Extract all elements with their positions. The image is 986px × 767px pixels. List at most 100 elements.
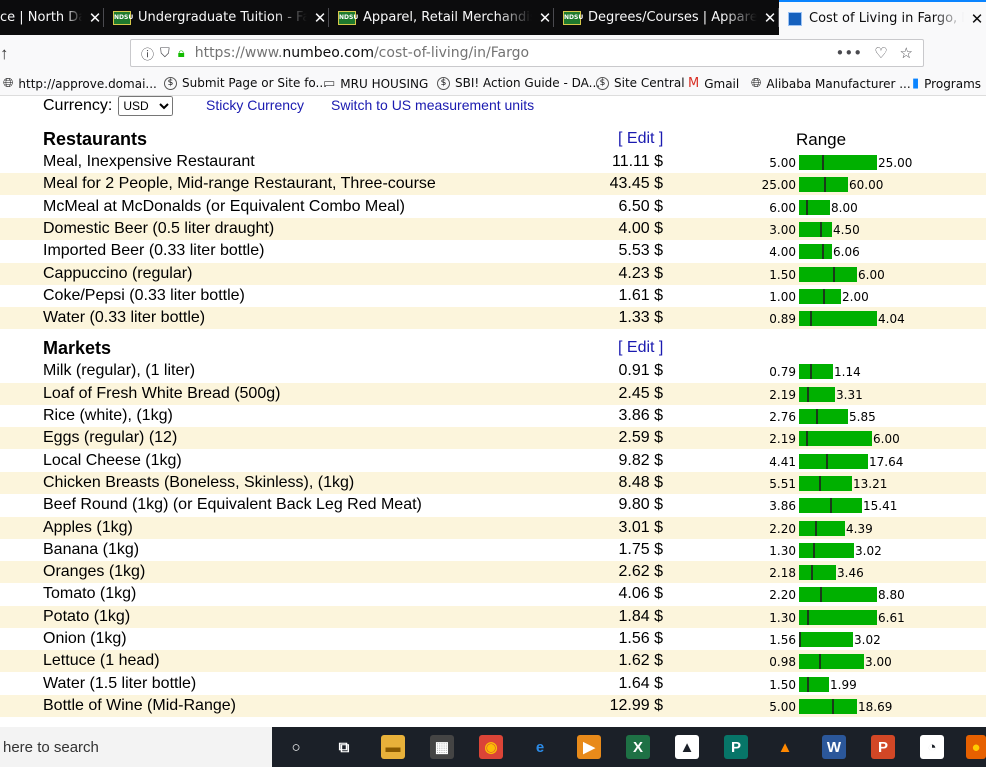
publisher-icon[interactable]: P	[724, 735, 748, 759]
range-low: 1.30	[769, 543, 796, 558]
item-name: Meal for 2 People, Mid-range Restaurant,…	[43, 175, 436, 193]
pocket-icon[interactable]: ♡	[874, 44, 888, 62]
chrome-icon[interactable]: ◉	[479, 735, 503, 759]
item-name: Cappuccino (regular)	[43, 264, 193, 282]
range-high: 3.31	[836, 387, 863, 402]
browser-tab[interactable]: NDSU Apparel, Retail Merchandising ✕	[329, 0, 554, 35]
range-high: 8.80	[878, 588, 905, 603]
photos-icon[interactable]: ▲	[675, 735, 699, 759]
range-bar	[799, 698, 857, 714]
tracking-shield-icon[interactable]: ⛉	[160, 45, 170, 61]
item-price: 43.45 $	[609, 175, 663, 193]
bookmark-item[interactable]: $ SBI! Action Guide - DA...	[437, 76, 600, 90]
item-price: 4.23 $	[618, 264, 663, 282]
browser-tab[interactable]: Cost of Living in Fargo, North D ✕	[779, 0, 986, 35]
range-high: 6.00	[858, 267, 885, 282]
edit-link[interactable]: [ Edit ]	[618, 339, 664, 357]
edge-icon[interactable]: e	[535, 738, 545, 756]
range-average-marker	[830, 498, 832, 514]
edit-link[interactable]: [ Edit ]	[618, 130, 664, 147]
range-average-marker	[820, 221, 822, 237]
range-low: 1.50	[769, 677, 796, 692]
bookmark-label: Programs	[924, 76, 982, 91]
table-row: Meal for 2 People, Mid-range Restaurant,…	[0, 173, 986, 196]
browser-tab[interactable]: NDSU Degrees/Courses | Apparel, Me ✕	[554, 0, 779, 35]
item-name: Loaf of Fresh White Bread (500g)	[43, 384, 281, 402]
bookmark-item[interactable]: ▭ MRU HOUSING	[323, 76, 428, 91]
range-high: 2.00	[842, 289, 869, 304]
page-actions-icon[interactable]: •••	[835, 44, 863, 62]
navigation-bar: ↑ ⓘ ⛉ 🔒︎ https://www.numbeo.com/cost-of-…	[0, 35, 986, 72]
bookmark-item[interactable]: $ Submit Page or Site fo...	[164, 76, 327, 90]
browser-tab[interactable]: ce | North Dak ✕	[0, 0, 104, 35]
range-low: 2.18	[769, 566, 796, 581]
firefox-icon[interactable]: ●	[966, 735, 986, 759]
excel-icon[interactable]: X	[626, 735, 650, 759]
range-average-marker	[810, 311, 812, 327]
powerpoint-icon[interactable]: P	[871, 735, 895, 759]
range-low: 2.76	[769, 410, 796, 424]
star-bookmark-icon[interactable]: ☆	[899, 44, 913, 62]
range-high: 6.00	[873, 432, 900, 447]
bookmark-item[interactable]: M Gmail	[688, 76, 739, 91]
item-name: Coke/Pepsi (0.33 liter bottle)	[43, 286, 245, 304]
browser-tab[interactable]: NDSU Undergraduate Tuition - Fall 20 ✕	[104, 0, 329, 35]
calculator-icon[interactable]: ▦	[430, 735, 454, 759]
section-title: Markets	[43, 338, 112, 359]
bookmark-item[interactable]: 🌐︎ http://approve.domai...	[3, 76, 157, 91]
item-name: Beef Round (1kg) (or Equivalent Back Leg…	[43, 496, 422, 514]
range-low: 4.41	[769, 454, 796, 469]
close-tab-icon[interactable]: ✕	[313, 8, 327, 27]
tab-separator	[553, 8, 554, 27]
range-high: 1.99	[830, 677, 857, 692]
tab-title: Undergraduate Tuition - Fall 20	[138, 10, 307, 25]
close-tab-icon[interactable]: ✕	[538, 8, 552, 27]
word-icon[interactable]: W	[822, 735, 846, 759]
url-text[interactable]: https://www.numbeo.com/cost-of-living/in…	[194, 45, 530, 61]
range-low: 1.50	[769, 267, 796, 282]
close-tab-icon[interactable]: ✕	[763, 8, 777, 27]
tab-title: Degrees/Courses | Apparel, Me	[588, 10, 757, 25]
range-average-marker	[832, 698, 834, 714]
windows-taskbar: here to search ○ ⧉ ▬ ▦ ◉ e ▶ X ▲ P ▲ W P ◔ ●	[0, 727, 986, 767]
item-price: 6.50 $	[618, 197, 663, 215]
info-icon[interactable]: ⓘ	[141, 47, 155, 63]
close-tab-icon[interactable]: ✕	[970, 9, 984, 28]
cortana-icon[interactable]: ○	[291, 738, 301, 756]
close-tab-icon[interactable]: ✕	[88, 8, 102, 27]
dollar-icon: $	[437, 76, 450, 90]
table-row: Water (0.33 liter bottle) 1.33 $ 0.89 4.04	[0, 307, 986, 330]
lock-icon[interactable]: 🔒︎	[177, 45, 185, 61]
item-price: 3.86 $	[618, 407, 663, 424]
sticky-currency-link[interactable]: Sticky Currency	[206, 97, 305, 113]
range-average-marker	[811, 565, 813, 581]
search-placeholder: here to search	[3, 739, 99, 756]
task-view-icon[interactable]: ⧉	[338, 738, 350, 756]
currency-dropdown[interactable]: USD	[118, 96, 174, 116]
item-price: 11.11 $	[611, 153, 663, 170]
item-name: Local Cheese (1kg)	[43, 451, 182, 469]
file-explorer-icon[interactable]: ▬	[381, 735, 405, 759]
range-bar	[799, 520, 845, 536]
range-low: 5.51	[769, 476, 796, 491]
item-price: 2.59 $	[618, 429, 663, 447]
media-player-icon[interactable]: ▶	[577, 735, 601, 759]
range-high: 60.00	[849, 178, 884, 193]
item-price: 8.48 $	[618, 473, 663, 491]
alarm-clock-icon[interactable]: ◔	[920, 735, 944, 759]
vlc-icon[interactable]: ▲	[777, 738, 793, 756]
bookmark-label: Site Central	[614, 76, 685, 90]
bookmark-item[interactable]: ▮ Programs	[912, 76, 981, 91]
url-bar[interactable]: ⓘ ⛉ 🔒︎ https://www.numbeo.com/cost-of-li…	[130, 39, 924, 67]
table-row: Cappuccino (regular) 4.23 $ 1.50 6.00	[0, 262, 986, 285]
range-average-marker	[819, 654, 821, 670]
bookmark-item[interactable]: 🌐︎ Alibaba Manufacturer ...	[751, 76, 911, 91]
taskbar-search-box[interactable]: here to search	[0, 727, 272, 767]
range-average-marker	[833, 266, 835, 282]
us-units-link[interactable]: Switch to US measurement units	[331, 97, 535, 113]
bookmark-item[interactable]: $ Site Central	[596, 76, 685, 90]
item-price: 1.56 $	[618, 630, 663, 647]
back-arrow-icon[interactable]: ↑	[0, 44, 9, 63]
range-bar	[799, 386, 835, 402]
range-average-marker	[810, 364, 812, 380]
